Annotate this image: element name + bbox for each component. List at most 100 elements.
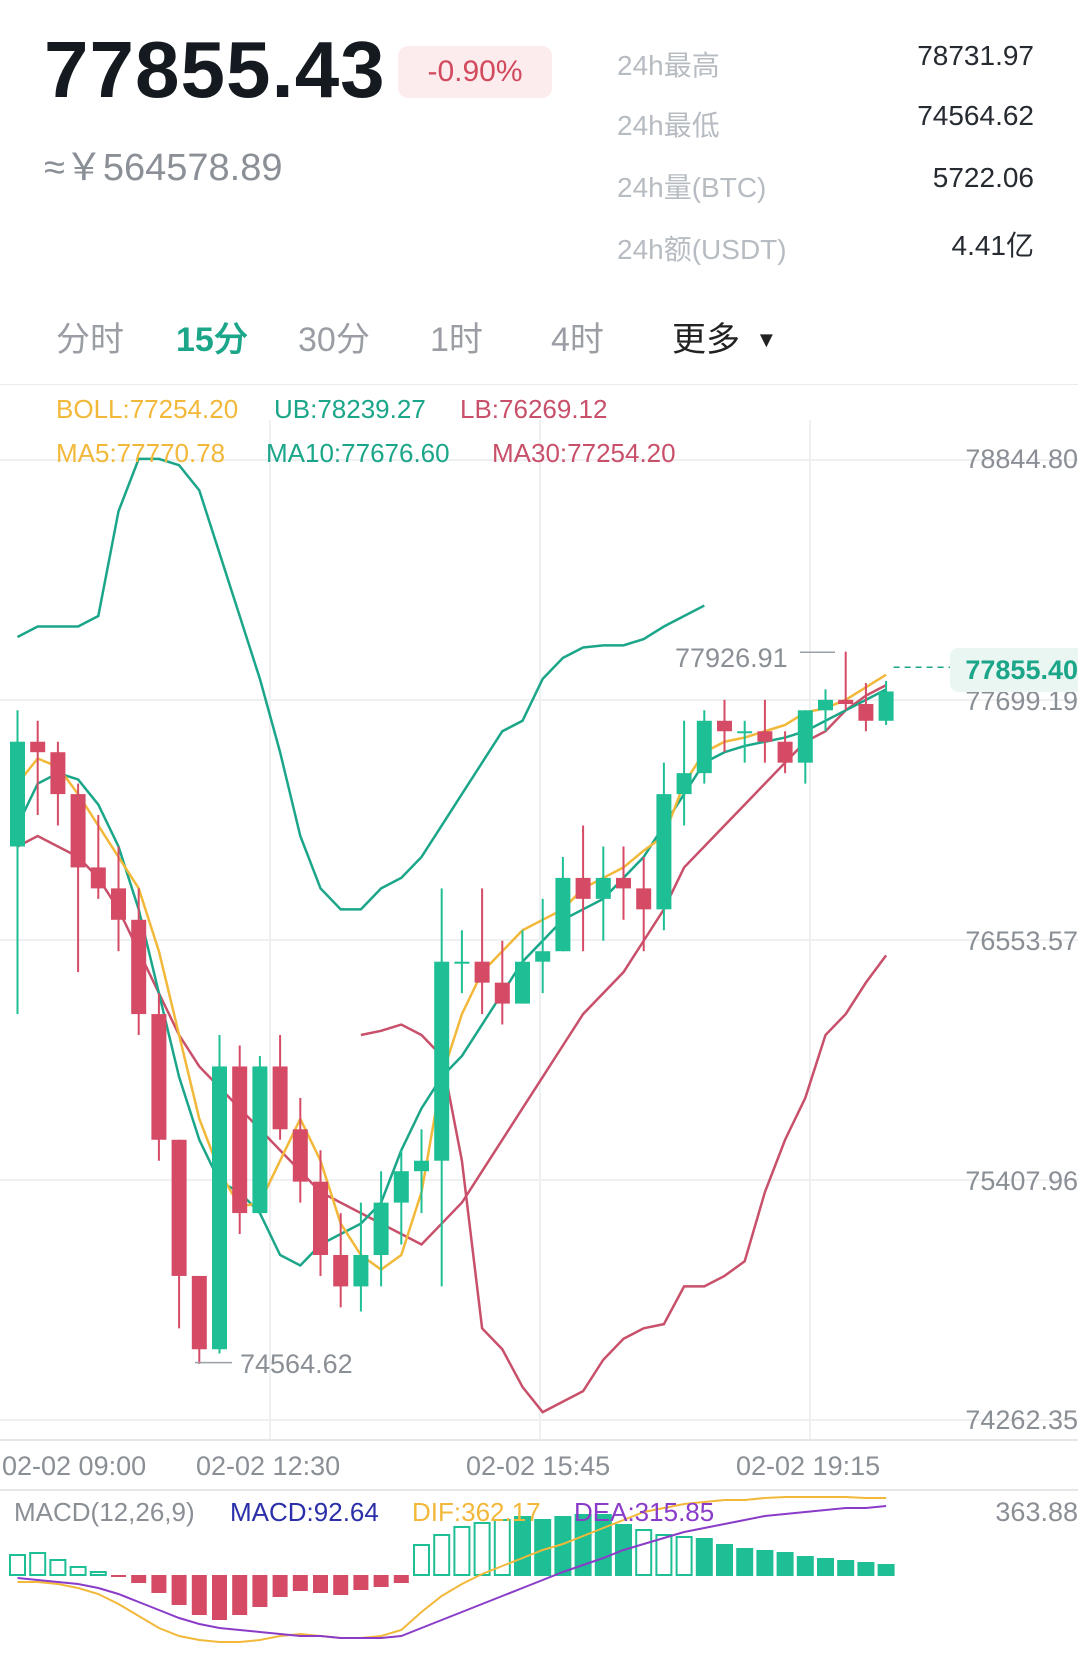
ma5-label: MA5:77770.78	[56, 438, 226, 468]
candle-body	[777, 741, 793, 763]
dif-line	[17, 1496, 887, 1643]
tabs-divider	[0, 384, 1078, 385]
candle-body	[353, 1254, 369, 1287]
stat-label-volume: 24h量(BTC)	[617, 172, 767, 203]
stat-label-high: 24h最高	[617, 50, 720, 81]
candle-body	[737, 731, 753, 734]
candle-body	[191, 1275, 207, 1350]
candle-body	[252, 1066, 268, 1214]
macd-bar	[353, 1575, 369, 1590]
x-tick-label: 02-02 12:30	[196, 1451, 341, 1481]
candle-body	[717, 720, 732, 732]
candle-body	[70, 794, 86, 868]
candle-body	[50, 752, 66, 795]
candle-body	[292, 1129, 308, 1182]
candle-body	[272, 1066, 288, 1130]
macd-bar	[675, 1536, 693, 1576]
candle-body	[757, 731, 773, 742]
candle-body	[454, 961, 470, 964]
tab-15min[interactable]: 15分	[176, 321, 248, 359]
x-tick-label: 02-02 19:15	[736, 1451, 881, 1481]
macd-bar	[695, 1538, 713, 1576]
x-tick-label: 02-02 09:00	[2, 1451, 147, 1481]
macd-title: MACD(12,26,9)	[14, 1497, 195, 1527]
macd-bar	[493, 1519, 511, 1576]
caret-down-icon: ▼	[755, 327, 778, 352]
macd-bar	[191, 1575, 207, 1615]
tab-4h[interactable]: 4时	[551, 321, 604, 359]
current-price: 77855.43	[44, 25, 386, 114]
tab-timeline[interactable]: 分时	[56, 321, 124, 359]
candle-body	[434, 961, 450, 1161]
candle-body	[171, 1139, 187, 1276]
dea-value: DEA:315.85	[574, 1497, 715, 1527]
macd-bar	[373, 1575, 389, 1587]
macd-bar	[393, 1575, 409, 1583]
candle-body	[232, 1066, 248, 1214]
macd-bar	[433, 1534, 451, 1576]
macd-bar	[151, 1575, 167, 1593]
macd-bar	[574, 1514, 592, 1576]
tab-1h[interactable]: 1时	[430, 321, 483, 359]
boll-mid-line	[16, 684, 887, 1247]
candle-body	[595, 877, 611, 899]
ma10-line	[16, 688, 887, 1268]
stat-label-turnover: 24h额(USDT)	[617, 234, 787, 265]
macd-bar	[776, 1552, 794, 1576]
candle-body	[474, 961, 490, 983]
price-change-badge: -0.90%	[398, 46, 552, 98]
current-price-tag: 77855.40	[950, 648, 1078, 692]
macd-bar	[796, 1556, 814, 1576]
candle-body	[676, 773, 692, 795]
candle-body	[797, 710, 813, 763]
boll-upper-line	[16, 457, 705, 911]
stat-value-low: 74564.62	[917, 100, 1034, 131]
candle-body	[494, 982, 510, 1004]
macd-bar	[877, 1564, 895, 1576]
candle-body	[131, 919, 147, 1015]
candle-body	[636, 888, 652, 910]
macd-bar	[333, 1575, 349, 1595]
ma5-line	[16, 673, 887, 1272]
ma30-label: MA30:77254.20	[492, 438, 676, 468]
macd-bar	[171, 1575, 187, 1605]
macd-bar	[473, 1522, 491, 1576]
candle-body	[414, 1160, 429, 1172]
dea-line	[17, 1505, 887, 1639]
macd-bar	[69, 1566, 87, 1576]
macd-bar	[131, 1575, 147, 1583]
low-marker-label: 74564.62	[240, 1349, 353, 1379]
candle-body	[10, 741, 25, 847]
macd-axis-top: 363.88	[995, 1497, 1078, 1527]
candle-body	[858, 704, 874, 721]
macd-bar	[635, 1529, 653, 1576]
candle-body	[313, 1181, 328, 1255]
y-tick-label: 78844.80	[965, 444, 1078, 474]
candle-body	[555, 877, 571, 952]
macd-bar	[413, 1544, 430, 1576]
x-tick-label: 02-02 15:45	[466, 1451, 611, 1481]
lb-label: LB:76269.12	[460, 394, 608, 424]
candle-body	[393, 1171, 409, 1203]
tab-more[interactable]: 更多 ▼	[672, 312, 777, 361]
ub-label: UB:78239.27	[274, 394, 426, 424]
candle-body	[696, 720, 712, 774]
tab-30min[interactable]: 30分	[298, 321, 370, 359]
macd-bar	[736, 1548, 754, 1576]
candle-body	[373, 1202, 389, 1255]
macd-bar	[292, 1575, 308, 1591]
macd-bar	[232, 1575, 248, 1615]
ma10-label: MA10:77676.60	[266, 438, 450, 468]
candle-body	[656, 794, 672, 910]
macd-bar	[857, 1562, 875, 1576]
macd-bar	[111, 1575, 126, 1577]
macd-bar	[272, 1575, 288, 1597]
stat-label-low: 24h最低	[617, 110, 720, 141]
macd-bar	[49, 1559, 67, 1576]
macd-bar	[837, 1560, 855, 1576]
candle-body	[90, 867, 106, 889]
high-marker-label: 77926.91	[675, 643, 788, 673]
macd-bar	[313, 1575, 328, 1593]
candle-body	[30, 741, 46, 753]
